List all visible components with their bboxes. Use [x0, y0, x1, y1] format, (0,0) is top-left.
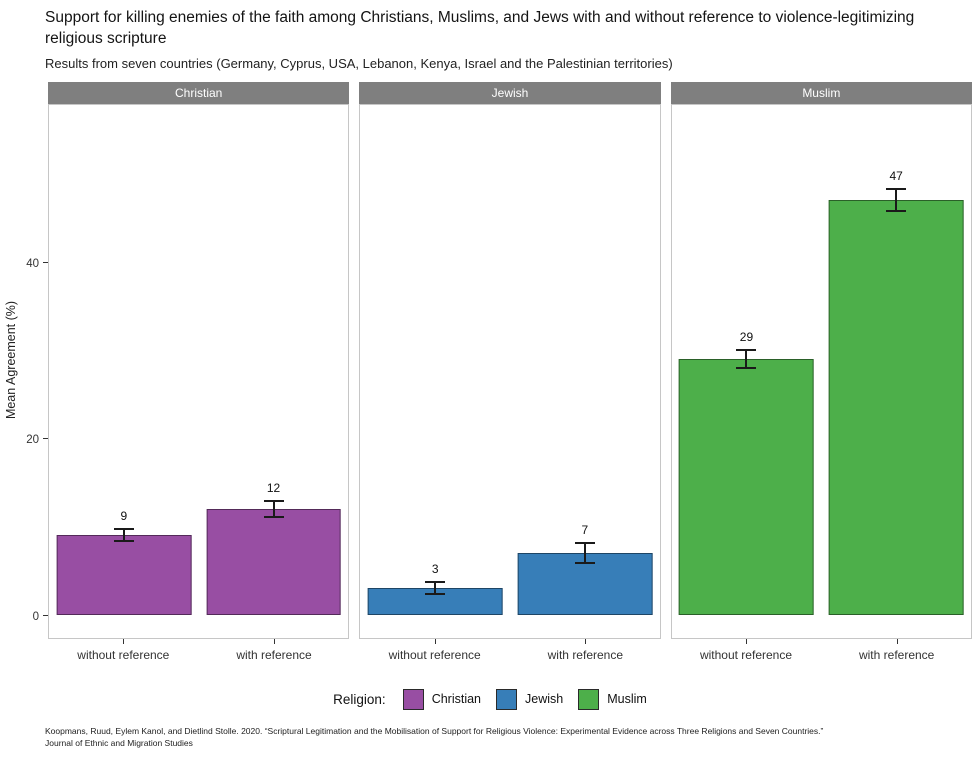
bar-value-label: 3: [431, 562, 439, 577]
error-bar-stem: [272, 502, 275, 516]
x-tick-label: with reference: [199, 638, 350, 669]
y-tick-label: 20: [26, 434, 39, 447]
facet-strip: Jewish: [359, 81, 661, 104]
chart-header: Support for killing enemies of the faith…: [0, 0, 980, 71]
chart-title: Support for killing enemies of the faith…: [45, 9, 915, 47]
error-bar-stem: [895, 189, 898, 211]
x-axis-labels: without reference with reference: [359, 638, 661, 669]
legend: Religion: Christian Jewish Muslim: [0, 688, 980, 710]
error-bar-stem: [122, 530, 125, 541]
y-tick-label: 40: [26, 257, 39, 270]
bar-value-label: 47: [889, 168, 903, 183]
panel-plot: 29 47: [670, 103, 972, 639]
error-bar-stem: [434, 583, 437, 594]
x-tick-label: without reference: [671, 638, 822, 669]
error-bar: [263, 500, 284, 518]
y-axis-ticks: 0 20 40: [22, 82, 48, 639]
panels: Christian 9 12 without reference with refe…: [48, 81, 972, 669]
chart-area: Mean Agreement (%) 0 20 40 Christian 9 12 w…: [0, 81, 980, 669]
legend-item-christian: Christian: [402, 688, 482, 710]
facet-strip: Muslim: [670, 81, 972, 104]
caption: Koopmans, Ruud, Eylem Kanol, and Dietlin…: [45, 726, 970, 750]
bar-value-label: 9: [120, 509, 128, 524]
bar-value-label: 7: [581, 523, 589, 538]
caption-line-1: Koopmans, Ruud, Eylem Kanol, and Dietlin…: [45, 725, 824, 736]
error-bar: [574, 542, 595, 564]
legend-label: Christian: [431, 692, 482, 707]
y-axis-title-text: Mean Agreement (%): [4, 301, 19, 420]
error-bar-stem: [745, 351, 748, 367]
legend-item-jewish: Jewish: [496, 688, 564, 710]
bar-value-label: 12: [266, 481, 281, 496]
bar-christian-with-reference: [206, 508, 341, 615]
y-axis-title: Mean Agreement (%): [0, 82, 22, 639]
x-axis-labels: without reference with reference: [48, 638, 350, 669]
facet-strip-label: Muslim: [802, 85, 841, 100]
x-tick-label: with reference: [510, 638, 661, 669]
caption-line-2: Journal of Ethnic and Migration Studies: [45, 737, 193, 748]
panel-plot: 9 12: [48, 103, 350, 639]
facet-strip: Christian: [48, 81, 350, 104]
bar-cell: 29: [672, 105, 822, 638]
facet-strip-label: Christian: [174, 85, 223, 100]
x-axis-labels: without reference with reference: [671, 638, 972, 669]
bar-cell: 7: [510, 105, 660, 638]
error-bar: [113, 528, 134, 543]
error-bar: [886, 187, 907, 213]
error-bar: [425, 581, 446, 596]
legend-label: Muslim: [607, 692, 647, 707]
y-tick-mark: [43, 261, 48, 263]
bar-cell: 47: [821, 105, 971, 638]
legend-swatch-muslim: [578, 688, 600, 710]
bar-muslim-with-reference: [828, 199, 964, 615]
y-tick-mark: [43, 614, 48, 616]
x-tick-label: without reference: [48, 638, 199, 669]
facet-strip-label: Jewish: [491, 85, 529, 100]
legend-label: Jewish: [525, 692, 564, 707]
facet-panel: Muslim 29 47 without reference with refere…: [670, 81, 972, 669]
legend-item-muslim: Muslim: [578, 688, 647, 710]
error-bar: [736, 349, 757, 369]
bar-muslim-without-reference: [679, 358, 814, 615]
bar-christian-without-reference: [56, 535, 192, 615]
y-tick-label: 0: [32, 610, 39, 623]
bar-cell: 12: [199, 105, 349, 638]
bar-value-label: 29: [739, 330, 754, 345]
chart-subtitle: Results from seven countries (Germany, C…: [45, 55, 673, 71]
x-tick-label: with reference: [821, 638, 972, 669]
y-tick-mark: [43, 438, 48, 440]
bar-cell: 9: [49, 105, 199, 638]
facet-panel: Christian 9 12 without reference with refe…: [48, 81, 350, 669]
legend-title: Religion:: [333, 691, 386, 707]
bar-cell: 3: [360, 105, 510, 638]
legend-swatch-christian: [402, 688, 424, 710]
error-bar-stem: [583, 544, 586, 562]
x-tick-label: without reference: [359, 638, 510, 669]
legend-swatch-jewish: [496, 688, 518, 710]
